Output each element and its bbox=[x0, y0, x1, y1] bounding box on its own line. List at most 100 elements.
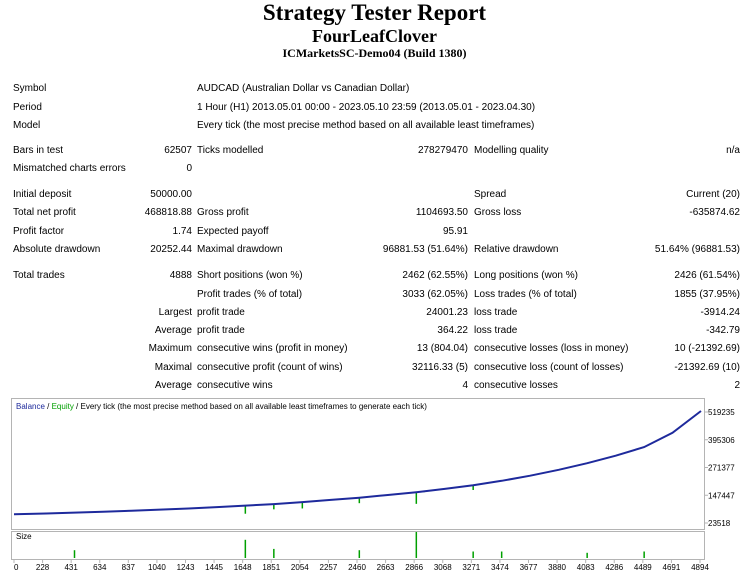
short-label: Short positions (won %) bbox=[197, 270, 303, 281]
trades-label: Total trades bbox=[13, 270, 65, 281]
grossloss-label: Gross loss bbox=[474, 207, 522, 218]
ticks-label: Ticks modelled bbox=[197, 145, 264, 156]
x-tick-label: 4691 bbox=[663, 563, 681, 572]
model-label: Model bbox=[13, 120, 41, 131]
symbol-label: Symbol bbox=[13, 83, 47, 94]
symbol-value: AUDCAD (Australian Dollar vs Canadian Do… bbox=[197, 83, 410, 94]
x-tick-label: 2460 bbox=[348, 563, 366, 572]
reldd-value: 51.64% (96881.53) bbox=[654, 244, 740, 255]
size-frame bbox=[11, 531, 705, 560]
absdd-value: 20252.44 bbox=[150, 244, 192, 255]
mx-loss-label: consecutive loss (count of losses) bbox=[474, 362, 624, 373]
payoff-label: Expected payoff bbox=[197, 226, 269, 237]
x-tick-label: 2054 bbox=[291, 563, 309, 572]
legend-balance: Balance bbox=[16, 402, 45, 411]
x-tick-label: 4489 bbox=[634, 563, 652, 572]
size-series bbox=[73, 532, 645, 558]
ltrades-label: Loss trades (% of total) bbox=[474, 289, 577, 300]
quality-value: n/a bbox=[726, 145, 740, 156]
x-tick-label: 3271 bbox=[462, 563, 480, 572]
x-axis: 0 228 431 634 837 1040 1243 1445 1648 1851 2054 225… bbox=[14, 563, 709, 572]
payoff-value: 95.91 bbox=[442, 226, 468, 237]
chart-frame bbox=[11, 398, 705, 530]
netprofit-label: Total net profit bbox=[13, 207, 76, 218]
mismatched-value: 0 bbox=[186, 163, 192, 174]
server-info: ICMarketsSC-Demo04 (Build 1380) bbox=[282, 46, 467, 60]
trades-value: 4888 bbox=[169, 270, 192, 281]
x-tick-label: 4894 bbox=[691, 563, 709, 572]
max-losses-label: consecutive losses (loss in money) bbox=[474, 343, 629, 354]
largest-profit-label: profit trade bbox=[197, 307, 245, 318]
bars-value: 62507 bbox=[164, 145, 192, 156]
x-tick-label: 1648 bbox=[234, 563, 252, 572]
deposit-value: 50000.00 bbox=[150, 189, 192, 200]
report-title: Strategy Tester Report bbox=[262, 0, 487, 25]
quality-label: Modelling quality bbox=[474, 145, 549, 156]
grossprofit-label: Gross profit bbox=[197, 207, 249, 218]
avg-losses-value: 2 bbox=[734, 380, 740, 391]
x-tick-label: 3677 bbox=[520, 563, 538, 572]
mx-loss-value: -21392.69 (10) bbox=[674, 362, 740, 373]
x-tick-label: 1851 bbox=[262, 563, 280, 572]
average-loss-label: loss trade bbox=[474, 325, 518, 336]
max-wins-value: 13 (804.04) bbox=[416, 343, 468, 354]
mx-profit-value: 32116.33 (5) bbox=[412, 362, 468, 373]
largest-loss-label: loss trade bbox=[474, 307, 518, 318]
grossloss-value: -635874.62 bbox=[689, 207, 740, 218]
y-axis: 519235 395306 271377 147447 23518 bbox=[708, 408, 735, 528]
x-tick-label: 634 bbox=[93, 563, 107, 572]
maximum-label: Maximum bbox=[148, 343, 192, 354]
largest-label: Largest bbox=[158, 307, 192, 318]
y-tick-label: 271377 bbox=[708, 464, 735, 473]
x-tick-label: 3068 bbox=[434, 563, 452, 572]
expert-name: FourLeafClover bbox=[312, 26, 437, 46]
period-label: Period bbox=[13, 102, 42, 113]
mismatched-label: Mismatched charts errors bbox=[13, 163, 126, 174]
avg-wins-value: 4 bbox=[462, 380, 468, 391]
avg-losses-label: consecutive losses bbox=[474, 380, 558, 391]
maximal-label: Maximal bbox=[154, 362, 192, 373]
x-tick-label: 1445 bbox=[205, 563, 223, 572]
max-losses-value: 10 (-21392.69) bbox=[674, 343, 740, 354]
pf-value: 1.74 bbox=[172, 226, 192, 237]
avg-wins-label: consecutive wins bbox=[197, 380, 273, 391]
average-loss-value: -342.79 bbox=[706, 325, 740, 336]
reldd-label: Relative drawdown bbox=[474, 244, 559, 255]
mx-profit-label: consecutive profit (count of wins) bbox=[197, 362, 343, 373]
balance-line bbox=[13, 410, 702, 516]
average-profit-value: 364.22 bbox=[437, 325, 468, 336]
short-value: 2462 (62.55%) bbox=[402, 270, 468, 281]
grossprofit-value: 1104693.50 bbox=[415, 207, 468, 218]
y-tick-label: 147447 bbox=[708, 491, 735, 500]
pf-label: Profit factor bbox=[13, 226, 65, 237]
deposit-label: Initial deposit bbox=[13, 189, 72, 200]
x-tick-label: 837 bbox=[122, 563, 136, 572]
spread-label: Spread bbox=[474, 189, 507, 200]
chart-grid bbox=[13, 411, 708, 563]
average-profit-label: profit trade bbox=[197, 325, 245, 336]
legend-equity: Equity bbox=[52, 402, 74, 411]
ltrades-value: 1855 (37.95%) bbox=[674, 289, 740, 300]
x-tick-label: 2257 bbox=[320, 563, 338, 572]
average2-label: Average bbox=[154, 380, 192, 391]
y-tick-label: 519235 bbox=[708, 408, 735, 417]
x-tick-label: 1243 bbox=[177, 563, 195, 572]
x-tick-label: 3474 bbox=[491, 563, 509, 572]
ptrades-label: Profit trades (% of total) bbox=[197, 289, 303, 300]
maxdd-value: 96881.53 (51.64%) bbox=[382, 244, 468, 255]
ptrades-value: 3033 (62.05%) bbox=[402, 289, 468, 300]
spread-value: Current (20) bbox=[686, 189, 740, 200]
bars-label: Bars in test bbox=[13, 145, 64, 156]
x-tick-label: 2866 bbox=[405, 563, 423, 572]
absdd-label: Absolute drawdown bbox=[13, 244, 101, 255]
ticks-value: 278279470 bbox=[417, 145, 468, 156]
x-tick-label: 431 bbox=[64, 563, 78, 572]
size-label: Size bbox=[16, 532, 32, 541]
x-tick-label: 228 bbox=[36, 563, 50, 572]
largest-loss-value: -3914.24 bbox=[700, 307, 740, 318]
x-tick-label: 4083 bbox=[577, 563, 595, 572]
y-tick-label: 23518 bbox=[708, 519, 731, 528]
y-tick-label: 395306 bbox=[708, 436, 735, 445]
largest-profit-value: 24001.23 bbox=[426, 307, 468, 318]
